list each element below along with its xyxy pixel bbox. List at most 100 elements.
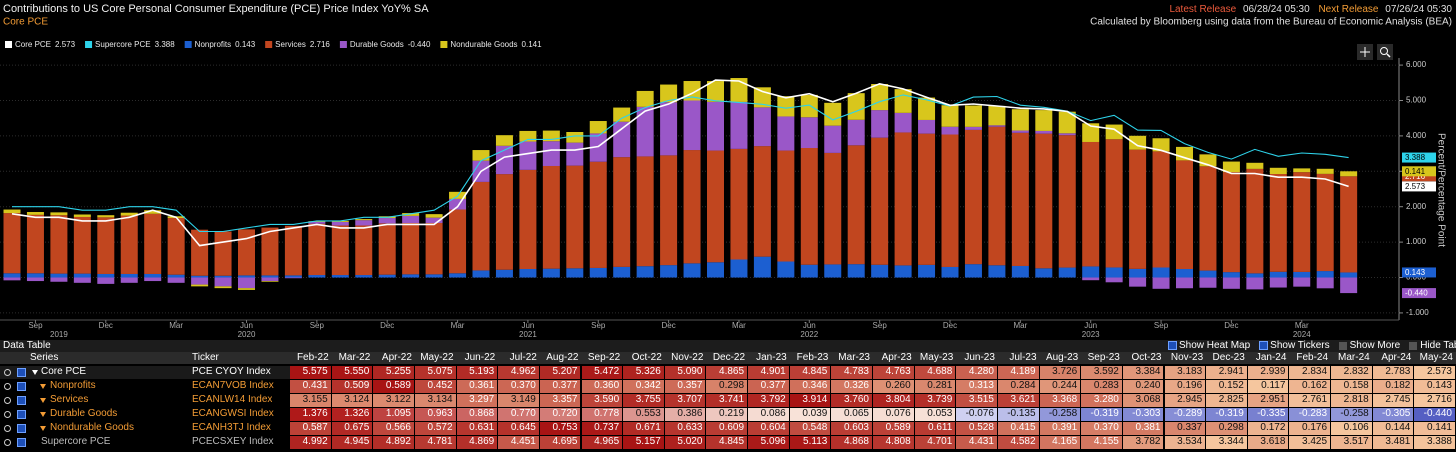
source-note: Calculated by Bloomberg using data from … xyxy=(1090,17,1452,28)
bar xyxy=(144,210,162,214)
checkbox[interactable] xyxy=(1259,341,1269,350)
row-handle[interactable] xyxy=(4,383,11,390)
table-button[interactable]: Hide Table xyxy=(1420,340,1456,351)
row-handle[interactable] xyxy=(4,369,11,376)
checkbox[interactable] xyxy=(17,368,26,377)
bar xyxy=(894,89,912,113)
table-cell: 3.297 xyxy=(456,394,498,407)
row-handle[interactable] xyxy=(4,439,11,446)
x-year-label: 2023 xyxy=(1082,330,1100,339)
bar xyxy=(26,273,44,278)
legend-swatch xyxy=(184,41,192,48)
table-cell: 5.550 xyxy=(331,366,373,379)
bar xyxy=(1340,171,1358,177)
bar xyxy=(519,169,537,270)
table-cell: 4.869 xyxy=(456,436,498,449)
row-handle[interactable] xyxy=(4,411,11,418)
bar xyxy=(308,221,326,222)
table-button[interactable]: Show Heat Map xyxy=(1179,340,1251,351)
zoom-button[interactable] xyxy=(1377,44,1393,60)
checkbox[interactable] xyxy=(17,382,26,391)
button-icon[interactable] xyxy=(1409,342,1418,350)
table-cell: -0.305 xyxy=(1372,408,1414,421)
bar xyxy=(1199,166,1217,271)
bar xyxy=(284,277,302,279)
bar xyxy=(964,126,982,130)
checkbox[interactable] xyxy=(17,438,26,447)
bar xyxy=(331,225,349,276)
bar xyxy=(1246,162,1264,169)
bar xyxy=(50,212,68,216)
value-tag xyxy=(1402,152,1436,163)
expand-arrow[interactable] xyxy=(40,384,46,389)
row-handle[interactable] xyxy=(4,425,11,432)
legend-swatch xyxy=(265,41,273,48)
table-cell: 4.962 xyxy=(498,366,539,379)
table-cell: 0.391 xyxy=(1039,422,1081,435)
value-tag-label: 0.141 xyxy=(1405,167,1426,176)
bar xyxy=(941,266,959,278)
table-cell: 0.528 xyxy=(956,422,997,435)
bar xyxy=(50,273,68,278)
bar xyxy=(566,268,584,278)
bar xyxy=(1129,268,1147,278)
bar xyxy=(1011,132,1029,266)
button-icon[interactable] xyxy=(1338,342,1347,350)
row-handle[interactable] xyxy=(4,397,11,404)
table-cell: 0.377 xyxy=(539,380,581,393)
checkbox[interactable] xyxy=(17,424,26,433)
expand-arrow[interactable] xyxy=(40,398,46,403)
table-cell: 0.553 xyxy=(623,408,664,421)
series-name: Supercore PCE xyxy=(41,436,111,447)
table-cell: 0.143 xyxy=(1414,380,1455,393)
expand-arrow[interactable] xyxy=(40,426,46,431)
y-tick-label: 6.000 xyxy=(1406,60,1427,69)
zoom-controls xyxy=(1357,44,1393,60)
table-cell: 0.039 xyxy=(789,408,831,421)
series-name: Durable Goods xyxy=(50,408,118,419)
table-cell: 5.075 xyxy=(414,366,456,379)
table-cell: 0.548 xyxy=(789,422,831,435)
bar xyxy=(871,264,889,278)
bar xyxy=(378,218,396,224)
checkbox[interactable] xyxy=(17,410,26,419)
table-cell: 1.095 xyxy=(373,408,414,421)
bar xyxy=(191,284,209,287)
checkbox[interactable] xyxy=(17,396,26,405)
table-cell: 0.283 xyxy=(1081,380,1122,393)
series-name: Nonprofits xyxy=(50,380,96,391)
month-header: Aug-23 xyxy=(1045,352,1079,363)
x-tick-label: Jun xyxy=(1084,321,1097,330)
bar xyxy=(50,215,68,274)
legend-swatch xyxy=(5,41,12,48)
expand-arrow[interactable] xyxy=(40,412,46,417)
bar xyxy=(660,102,678,156)
table-button[interactable]: Show Tickers xyxy=(1270,340,1330,351)
bar xyxy=(1316,277,1334,289)
bar xyxy=(1035,268,1053,278)
table-button[interactable]: Show More xyxy=(1349,340,1401,351)
checkbox[interactable] xyxy=(1168,341,1177,350)
bar xyxy=(449,209,467,274)
table-cell: 0.313 xyxy=(956,380,997,393)
month-header: Mar-22 xyxy=(338,352,371,363)
table-cell: 3.344 xyxy=(1206,436,1247,449)
bar xyxy=(542,268,560,278)
bar xyxy=(1011,265,1029,278)
table-cell: 3.760 xyxy=(831,394,872,407)
legend-value: 3.388 xyxy=(155,40,176,49)
table-cell: 0.162 xyxy=(1289,380,1331,393)
bar xyxy=(214,277,232,287)
table-cell: -0.319 xyxy=(1206,408,1247,421)
bar xyxy=(730,78,748,102)
bar xyxy=(425,274,443,278)
bar xyxy=(425,222,443,275)
x-tick-label: Jun xyxy=(803,321,816,330)
ticker: ECAN7VOB Index xyxy=(192,380,274,391)
bar xyxy=(238,288,255,290)
bar xyxy=(1269,271,1287,278)
bar xyxy=(871,110,889,138)
table-cell: 0.240 xyxy=(1122,380,1164,393)
expand-arrow[interactable] xyxy=(32,370,38,375)
table-cell: 0.737 xyxy=(581,422,623,435)
